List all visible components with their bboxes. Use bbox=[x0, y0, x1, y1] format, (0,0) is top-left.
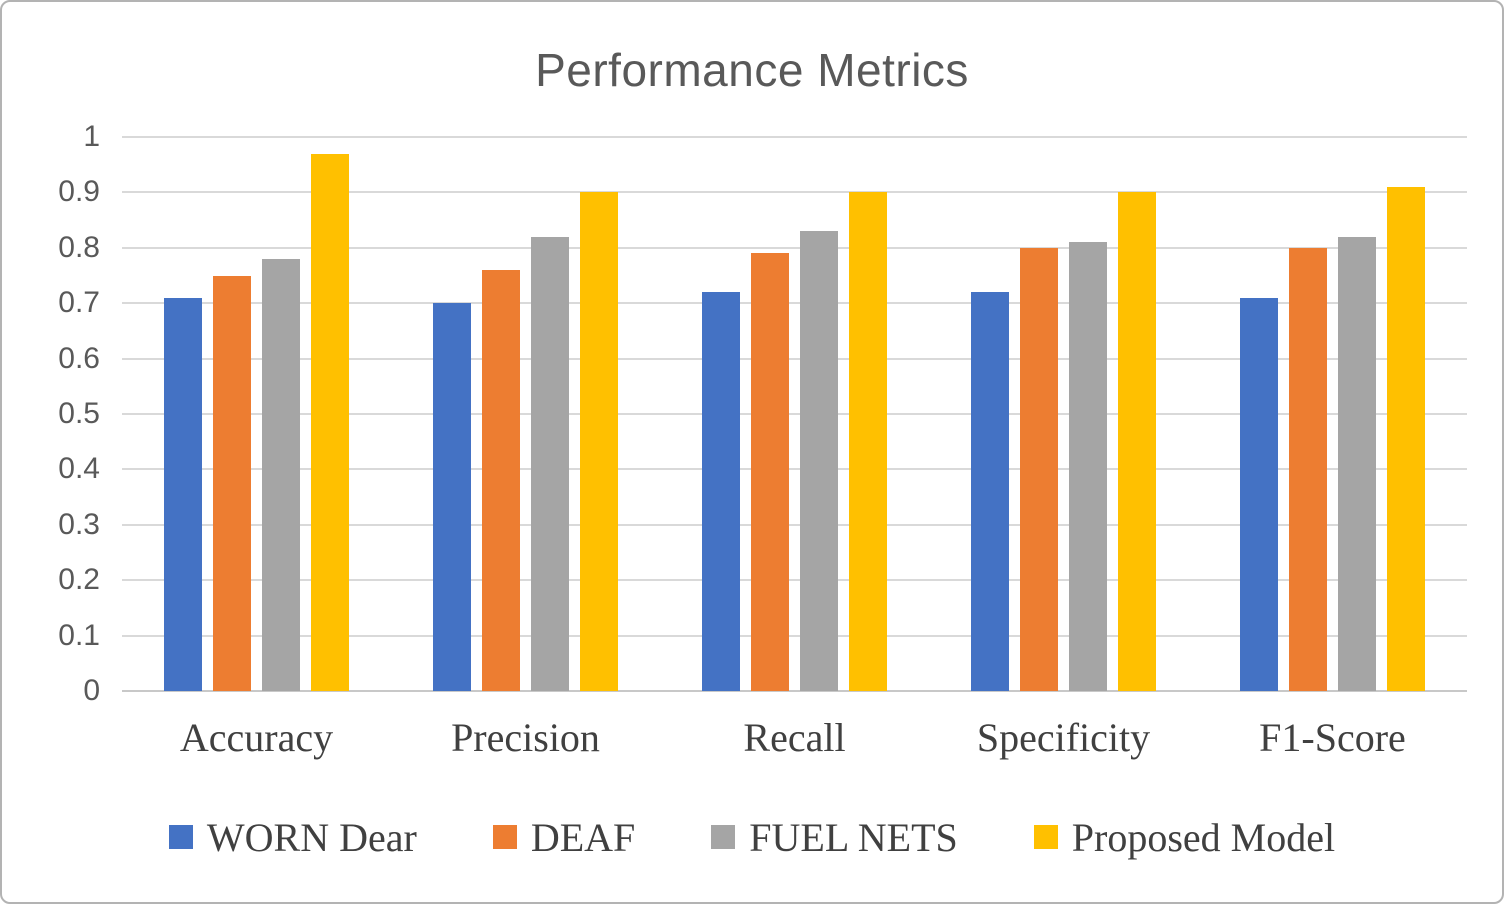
bar-fuel-nets-precision bbox=[531, 236, 569, 691]
gridline bbox=[122, 634, 1467, 637]
bar-proposed-model-recall bbox=[849, 192, 887, 691]
gridline bbox=[122, 191, 1467, 194]
legend-swatch-icon bbox=[168, 825, 193, 849]
bar-group-specificity bbox=[929, 137, 1198, 691]
bar-deaf-precision bbox=[482, 269, 520, 691]
gridline bbox=[122, 468, 1467, 471]
legend-swatch-icon bbox=[1033, 825, 1058, 849]
x-category-label-f1-score: F1-Score bbox=[1259, 715, 1406, 760]
bar-deaf-f1-score bbox=[1289, 247, 1327, 691]
bar-proposed-model-accuracy bbox=[311, 153, 349, 691]
bar-worn-dear-precision bbox=[433, 303, 471, 691]
gridline bbox=[122, 357, 1467, 360]
bar-proposed-model-precision bbox=[580, 192, 618, 691]
legend-label: DEAF bbox=[530, 814, 636, 860]
x-category-label-accuracy: Accuracy bbox=[179, 715, 334, 760]
bar-fuel-nets-recall bbox=[800, 231, 838, 691]
x-category-label-recall: Recall bbox=[743, 715, 846, 760]
gridline bbox=[122, 246, 1467, 249]
y-tick-label: 0.7 bbox=[58, 286, 100, 320]
gridline bbox=[122, 523, 1467, 526]
y-tick-label: 0 bbox=[83, 674, 100, 707]
bar-proposed-model-specificity bbox=[1118, 192, 1156, 691]
bar-deaf-accuracy bbox=[213, 275, 251, 691]
bar-worn-dear-f1-score bbox=[1240, 297, 1278, 691]
legend-label: Proposed Model bbox=[1071, 814, 1336, 860]
bar-deaf-specificity bbox=[1020, 247, 1058, 691]
gridline bbox=[122, 302, 1467, 305]
x-category-label-precision: Precision bbox=[451, 715, 600, 760]
bar-proposed-model-f1-score bbox=[1387, 186, 1425, 691]
y-tick-label: 0.5 bbox=[58, 397, 100, 430]
y-tick-label: 0.1 bbox=[58, 618, 100, 652]
y-tick-label: 0.9 bbox=[58, 175, 100, 209]
legend-label: FUEL NETS bbox=[749, 814, 958, 860]
y-tick-label: 0.2 bbox=[58, 563, 100, 597]
x-axis-category-labels: Accuracy Precision Recall Specificity F1-Sco… bbox=[122, 714, 1467, 761]
legend-item-worn-dear: WORN Dear bbox=[168, 814, 417, 861]
bar-group-precision bbox=[391, 137, 660, 691]
chart-title: Performance Metrics bbox=[535, 44, 969, 96]
legend-label: WORN Dear bbox=[206, 814, 417, 860]
y-tick-label: 0.6 bbox=[58, 341, 100, 375]
x-category-label-specificity: Specificity bbox=[976, 715, 1151, 760]
gridline bbox=[122, 136, 1467, 138]
gridline bbox=[122, 413, 1467, 415]
bar-group-f1-score bbox=[1198, 137, 1467, 691]
legend-swatch-icon bbox=[711, 825, 736, 849]
bar-worn-dear-specificity bbox=[971, 292, 1009, 691]
bar-worn-dear-accuracy bbox=[164, 297, 202, 691]
legend-item-proposed-model: Proposed Model bbox=[1033, 814, 1336, 861]
gridline bbox=[122, 579, 1467, 582]
y-tick-label: 0.4 bbox=[58, 452, 100, 486]
legend-item-deaf: DEAF bbox=[492, 814, 636, 861]
bar-worn-dear-recall bbox=[702, 292, 740, 691]
bar-fuel-nets-specificity bbox=[1069, 242, 1107, 691]
bar-groups bbox=[122, 137, 1467, 691]
bar-fuel-nets-accuracy bbox=[262, 258, 300, 691]
y-tick-label: 0.3 bbox=[58, 507, 100, 541]
y-axis-tick-labels: 0 0.1 0.2 0.3 0.4 0.5 0.6 0.7 0.8 0.9 1 bbox=[2, 120, 100, 707]
y-tick-label: 0.8 bbox=[58, 230, 100, 264]
y-tick-label: 1 bbox=[83, 120, 100, 153]
bar-deaf-recall bbox=[751, 253, 789, 691]
plot-area bbox=[122, 136, 1467, 692]
bar-group-accuracy bbox=[122, 137, 391, 691]
legend-item-fuel-nets: FUEL NETS bbox=[711, 814, 958, 861]
legend: WORN Dear DEAF FUEL NETS Proposed Model bbox=[2, 810, 1502, 864]
bar-group-recall bbox=[660, 137, 929, 691]
x-axis-line bbox=[122, 690, 1467, 692]
legend-swatch-icon bbox=[492, 825, 517, 849]
bar-fuel-nets-f1-score bbox=[1338, 236, 1376, 691]
